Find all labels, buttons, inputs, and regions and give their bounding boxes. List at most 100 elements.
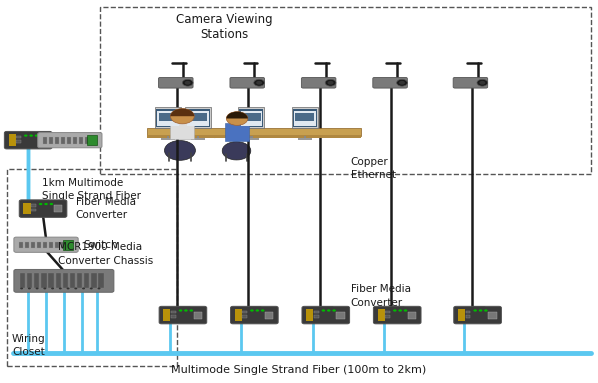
Circle shape [164, 141, 196, 160]
Bar [20, 273, 25, 288]
Bar [240, 111, 262, 126]
FancyBboxPatch shape [14, 237, 78, 252]
Bar [304, 136, 306, 139]
Bar [408, 312, 416, 319]
Text: 1km Multimode
Single Strand Fiber: 1km Multimode Single Strand Fiber [42, 178, 141, 201]
Bar [385, 315, 390, 318]
Bar [314, 311, 319, 313]
Bar [27, 273, 32, 288]
FancyBboxPatch shape [4, 131, 52, 149]
Bar [37, 242, 41, 249]
Bar [31, 204, 36, 207]
Circle shape [256, 81, 262, 85]
Bar [155, 108, 181, 128]
Circle shape [328, 81, 334, 85]
Bar [147, 135, 362, 138]
Text: Wiring
Closet: Wiring Closet [12, 334, 45, 357]
FancyBboxPatch shape [159, 306, 207, 324]
Bar [161, 138, 175, 140]
Bar [157, 111, 179, 126]
Circle shape [474, 309, 477, 312]
Circle shape [39, 203, 42, 205]
Circle shape [51, 288, 54, 290]
Text: Switch: Switch [83, 240, 118, 250]
Bar [385, 311, 390, 313]
Bar [377, 309, 385, 321]
Bar [224, 146, 249, 154]
Bar [186, 109, 210, 127]
Bar [242, 315, 247, 318]
Bar [171, 315, 176, 318]
Bar [158, 113, 178, 121]
Bar [55, 137, 59, 144]
Circle shape [190, 309, 193, 312]
Bar [458, 309, 465, 321]
Bar [77, 273, 83, 288]
Bar [489, 312, 496, 319]
Circle shape [59, 288, 62, 290]
Bar [48, 273, 54, 288]
Bar [294, 111, 316, 126]
Circle shape [29, 134, 33, 137]
Bar [23, 203, 30, 214]
Bar [238, 108, 264, 128]
Circle shape [479, 309, 483, 312]
Text: Multimode Single Strand Fiber (100m to 2km): Multimode Single Strand Fiber (100m to 2… [172, 365, 426, 375]
Circle shape [90, 288, 93, 290]
Circle shape [332, 309, 336, 312]
Circle shape [393, 309, 396, 312]
Bar [8, 134, 16, 146]
Bar [70, 273, 75, 288]
Circle shape [82, 288, 85, 290]
Circle shape [399, 81, 405, 85]
Circle shape [185, 81, 191, 85]
Bar [188, 113, 208, 121]
FancyBboxPatch shape [231, 306, 278, 324]
Bar [265, 312, 273, 319]
Circle shape [261, 309, 264, 312]
Bar [250, 136, 252, 139]
Circle shape [20, 288, 23, 290]
Bar [19, 242, 23, 249]
Circle shape [74, 288, 77, 290]
Bar [63, 240, 74, 250]
FancyBboxPatch shape [302, 306, 350, 324]
Circle shape [50, 203, 53, 205]
Bar [337, 312, 345, 319]
Bar [170, 121, 194, 139]
Bar [56, 273, 61, 288]
Text: Copper
Ethernet: Copper Ethernet [351, 157, 396, 180]
Bar [67, 137, 71, 144]
Bar [298, 138, 312, 140]
Circle shape [170, 109, 194, 124]
Bar [225, 123, 249, 141]
FancyBboxPatch shape [230, 77, 264, 88]
Circle shape [182, 79, 193, 86]
Bar [99, 273, 104, 288]
Bar [295, 113, 315, 121]
Bar [163, 309, 170, 321]
Circle shape [254, 79, 264, 86]
Bar [84, 273, 90, 288]
Bar [191, 138, 205, 140]
Bar [43, 242, 47, 249]
Circle shape [396, 79, 407, 86]
Circle shape [43, 288, 46, 290]
Text: MCR1900 Media
Converter Chassis: MCR1900 Media Converter Chassis [58, 242, 153, 266]
Bar [61, 242, 65, 249]
Circle shape [322, 309, 325, 312]
Bar [16, 141, 21, 143]
Circle shape [222, 142, 251, 160]
Bar [79, 137, 83, 144]
Bar [242, 311, 247, 313]
FancyBboxPatch shape [38, 133, 102, 148]
Bar [466, 311, 471, 313]
Bar [100, 7, 591, 174]
Bar [43, 137, 47, 144]
Bar [197, 136, 199, 139]
Circle shape [477, 79, 488, 86]
Bar [314, 315, 319, 318]
Circle shape [184, 309, 188, 312]
Circle shape [28, 288, 31, 290]
Bar [306, 309, 313, 321]
